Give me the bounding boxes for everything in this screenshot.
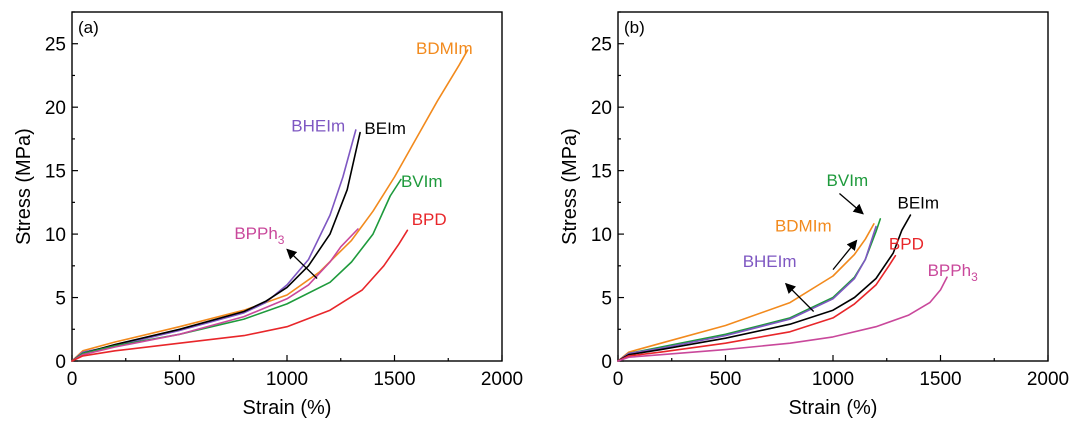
panel-label: (b) <box>624 18 645 37</box>
y-tick-label: 5 <box>55 289 66 310</box>
y-tick-label: 20 <box>591 98 612 119</box>
x-tick-label: 1500 <box>373 369 415 390</box>
series-label-bdmim: BDMIm <box>416 39 473 58</box>
series-line-bdmim <box>71 49 469 362</box>
x-tick-label: 500 <box>164 369 196 390</box>
x-tick-label: 2000 <box>1027 369 1069 390</box>
series-label-bpph3: BPPh3 <box>234 224 284 247</box>
series-label-bdmim: BDMIm <box>775 217 832 236</box>
series-line-bdmim <box>617 223 875 362</box>
series-label-bpph3: BPPh3 <box>928 261 978 284</box>
y-tick-label: 15 <box>591 162 612 183</box>
y-tick-label: 10 <box>591 225 612 246</box>
series-label-beim: BEIm <box>898 194 940 213</box>
x-tick-label: 0 <box>67 369 78 390</box>
series-line-bpd <box>617 254 897 362</box>
y-axis-title: Stress (MPa) <box>559 128 581 245</box>
series-label-bpd: BPD <box>412 210 447 229</box>
x-tick-label: 0 <box>613 369 624 390</box>
series-label-bvim: BVIm <box>827 171 869 190</box>
y-tick-label: 0 <box>55 352 66 373</box>
series-line-beim <box>71 131 361 362</box>
series-label-bheim: BHEIm <box>291 116 345 135</box>
y-tick-label: 15 <box>45 162 66 183</box>
x-tick-label: 2000 <box>481 369 523 390</box>
x-tick-label: 1000 <box>812 369 854 390</box>
y-tick-label: 0 <box>601 352 612 373</box>
y-tick-label: 25 <box>45 35 66 56</box>
x-tick-label: 1500 <box>919 369 961 390</box>
chart-panel-b: 0 500 1000 1500 2000 0 5 10 15 20 25 Strain (%) Stre… <box>559 11 1069 419</box>
panel-label: (a) <box>78 18 99 37</box>
series-line-bpph3 <box>71 228 359 362</box>
annotation-arrow <box>839 192 864 215</box>
x-axis-title: Strain (%) <box>789 397 878 419</box>
y-tick-label: 25 <box>591 35 612 56</box>
x-tick-label: 1000 <box>266 369 308 390</box>
series-line-bheim <box>617 225 877 362</box>
series-line-bpph3 <box>617 276 948 362</box>
x-axis-title: Strain (%) <box>243 397 332 419</box>
x-tick-label: 500 <box>710 369 742 390</box>
y-tick-label: 10 <box>45 225 66 246</box>
series-line-bpd <box>71 229 409 362</box>
annotation-arrow <box>286 248 318 279</box>
series-line-bvim <box>71 178 402 362</box>
series-line-beim <box>617 214 912 362</box>
chart-panel-a: 0 500 1000 1500 2000 0 5 10 15 20 25 Strain (%) Stre… <box>13 11 523 419</box>
y-tick-label: 5 <box>601 289 612 310</box>
annotation-arrow <box>832 239 858 271</box>
y-tick-label: 20 <box>45 98 66 119</box>
y-axis-title: Stress (MPa) <box>13 128 35 245</box>
series-label-bpd: BPD <box>889 234 924 253</box>
series-label-bvim: BVIm <box>401 172 443 191</box>
series-label-bheim: BHEIm <box>743 252 797 271</box>
series-label-beim: BEIm <box>364 119 406 138</box>
annotation-arrow <box>784 282 815 312</box>
